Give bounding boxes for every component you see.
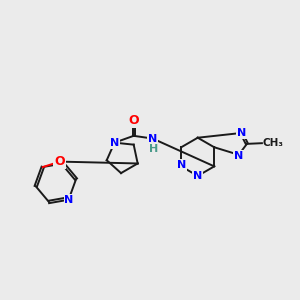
Text: N: N bbox=[64, 195, 74, 205]
Text: N: N bbox=[237, 128, 246, 138]
Text: N: N bbox=[234, 151, 243, 161]
Text: N: N bbox=[148, 134, 158, 144]
Text: N: N bbox=[193, 171, 203, 181]
Text: N: N bbox=[177, 160, 186, 170]
Text: N: N bbox=[110, 138, 119, 148]
Text: CH₃: CH₃ bbox=[262, 138, 284, 148]
Text: H: H bbox=[149, 144, 158, 154]
Text: O: O bbox=[55, 155, 65, 168]
Text: O: O bbox=[128, 114, 139, 127]
